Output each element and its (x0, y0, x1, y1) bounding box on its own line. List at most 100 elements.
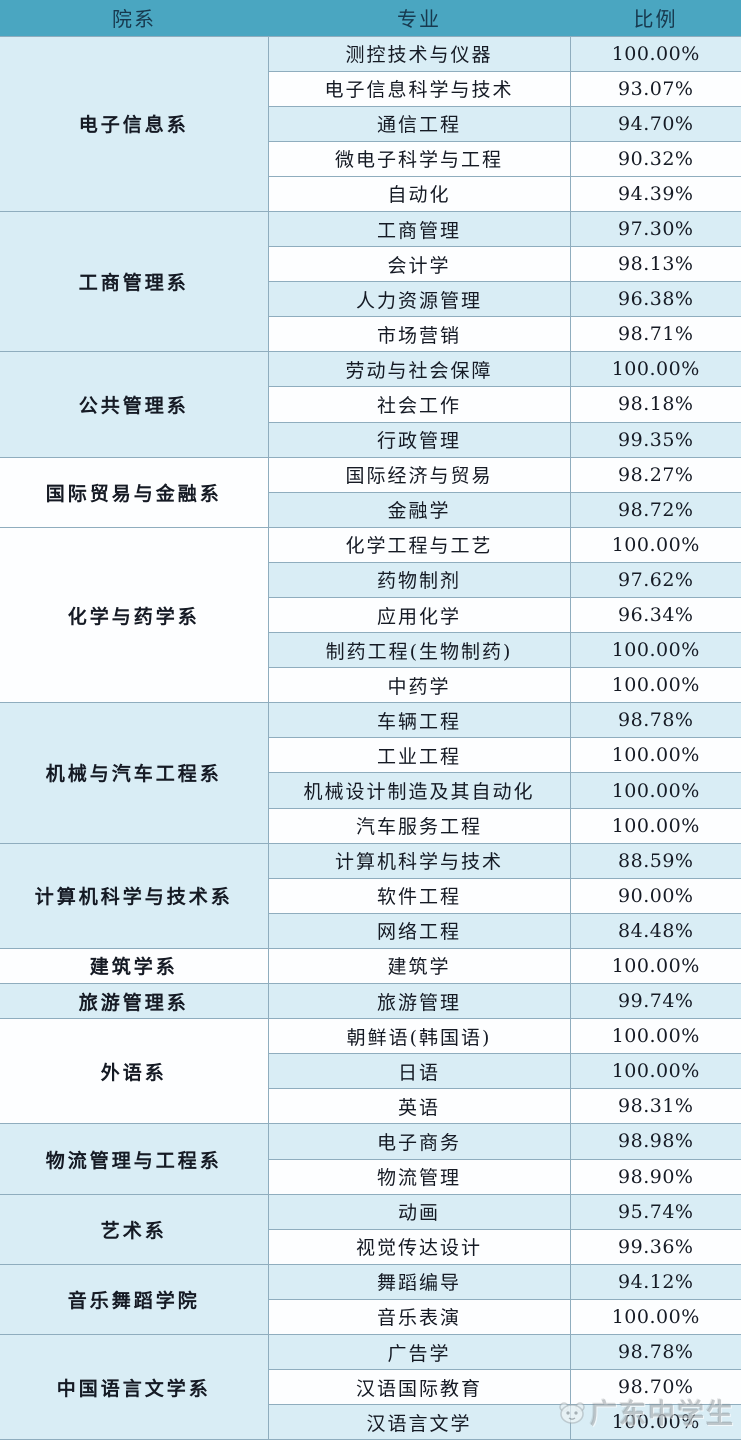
major-cell: 工业工程 (267, 737, 571, 774)
major-cell: 化学工程与工艺 (267, 526, 571, 563)
major-cell: 微电子科学与工程 (267, 140, 571, 177)
major-cell: 英语 (267, 1088, 571, 1125)
department-cell: 机械与汽车工程系 (0, 702, 269, 844)
header-department: 院系 (0, 0, 268, 36)
major-cell: 车辆工程 (267, 702, 571, 739)
rate-cell: 98.78% (569, 1333, 741, 1371)
table-body: 电子信息系 测控技术与仪器 100.00% 电子信息科学与技术 93.07% 通信工程 94… (0, 35, 741, 1441)
rate-cell: 98.90% (569, 1158, 741, 1195)
major-cell: 汽车服务工程 (267, 807, 571, 844)
major-cell: 药物制剂 (267, 561, 571, 599)
department-cell: 化学与药学系 (0, 526, 269, 704)
major-cell: 市场营销 (267, 316, 571, 353)
major-cell: 动画 (267, 1193, 571, 1230)
major-cell: 测控技术与仪器 (267, 35, 571, 72)
department-cell: 艺术系 (0, 1193, 269, 1265)
major-cell: 劳动与社会保障 (267, 351, 571, 388)
table-row: 日语 100.00% (0, 1053, 741, 1090)
major-cell: 汉语言文学 (267, 1404, 571, 1441)
table-row: 药物制剂 97.62% (0, 561, 741, 599)
table-row: 应用化学 96.34% (0, 596, 741, 634)
major-cell: 通信工程 (267, 105, 571, 142)
table-row: 汽车服务工程 100.00% (0, 807, 741, 844)
major-cell: 音乐表演 (267, 1298, 571, 1335)
rate-cell: 100.00% (569, 35, 741, 72)
rate-cell: 100.00% (569, 737, 741, 774)
table-header: 院系 专业 比例 (0, 0, 741, 36)
department-cell: 中国语言文学系 (0, 1333, 269, 1441)
major-cell: 会计学 (267, 246, 571, 283)
rate-cell: 100.00% (569, 1018, 741, 1055)
rate-cell: 98.98% (569, 1123, 741, 1160)
table-row: 旅游管理系 旅游管理 99.74% (0, 983, 741, 1020)
major-cell: 电子商务 (267, 1123, 571, 1160)
table-row: 计算机科学与技术系 计算机科学与技术 88.59% (0, 842, 741, 949)
table-row: 公共管理系 劳动与社会保障 100.00% (0, 351, 741, 458)
header-major: 专业 (268, 0, 570, 36)
rate-cell: 100.00% (569, 947, 741, 985)
rate-cell: 84.48% (569, 912, 741, 949)
rate-cell: 98.27% (569, 456, 741, 493)
table-row: 汉语言文学 100.00% (0, 1404, 741, 1441)
table-row: 自动化 94.39% (0, 175, 741, 212)
table-row: 中国语言文学系 广告学 98.78% (0, 1333, 741, 1441)
major-cell: 软件工程 (267, 877, 571, 914)
table-row: 电子信息系 测控技术与仪器 100.00% (0, 35, 741, 212)
rate-cell: 94.12% (569, 1263, 741, 1300)
table-row: 英语 98.31% (0, 1088, 741, 1125)
table-row: 金融学 98.72% (0, 491, 741, 528)
department-cell: 国际贸易与金融系 (0, 456, 269, 528)
rate-cell: 98.31% (569, 1088, 741, 1125)
rate-cell: 96.34% (569, 596, 741, 634)
table-row: 视觉传达设计 99.36% (0, 1228, 741, 1265)
major-cell: 社会工作 (267, 386, 571, 423)
rate-cell: 100.00% (569, 667, 741, 704)
table-row: 化学与药学系 化学工程与工艺 100.00% (0, 526, 741, 704)
major-cell: 舞蹈编导 (267, 1263, 571, 1300)
table-row: 国际贸易与金融系 国际经济与贸易 98.27% (0, 456, 741, 528)
major-cell: 行政管理 (267, 421, 571, 458)
table-row: 物流管理与工程系 电子商务 98.98% (0, 1123, 741, 1195)
table-row: 通信工程 94.70% (0, 105, 741, 142)
department-cell: 公共管理系 (0, 351, 269, 458)
major-cell: 网络工程 (267, 912, 571, 949)
table-header-row: 院系 专业 比例 (0, 0, 741, 36)
rate-cell: 100.00% (569, 526, 741, 563)
table-row: 外语系 朝鲜语(韩国语) 100.00% (0, 1018, 741, 1125)
table-row: 艺术系 动画 95.74% (0, 1193, 741, 1265)
rate-cell: 98.72% (569, 491, 741, 528)
table-row: 市场营销 98.71% (0, 316, 741, 353)
rate-cell: 100.00% (569, 1404, 741, 1441)
department-cell: 计算机科学与技术系 (0, 842, 269, 949)
rate-cell: 100.00% (569, 1298, 741, 1335)
table-row: 机械设计制造及其自动化 100.00% (0, 772, 741, 809)
table-row: 汉语国际教育 98.70% (0, 1369, 741, 1406)
rate-cell: 100.00% (569, 807, 741, 844)
major-cell: 中药学 (267, 667, 571, 704)
department-cell: 音乐舞蹈学院 (0, 1263, 269, 1335)
rate-cell: 98.18% (569, 386, 741, 423)
rate-cell: 94.39% (569, 175, 741, 212)
major-cell: 汉语国际教育 (267, 1369, 571, 1406)
rate-cell: 98.70% (569, 1369, 741, 1406)
major-cell: 金融学 (267, 491, 571, 528)
table-row: 行政管理 99.35% (0, 421, 741, 458)
rate-cell: 98.78% (569, 702, 741, 739)
table-row: 微电子科学与工程 90.32% (0, 140, 741, 177)
department-cell: 建筑学系 (0, 947, 269, 985)
department-cell: 物流管理与工程系 (0, 1123, 269, 1195)
department-cell: 旅游管理系 (0, 983, 269, 1020)
rate-cell: 100.00% (569, 1053, 741, 1090)
table-row: 社会工作 98.18% (0, 386, 741, 423)
rate-cell: 90.32% (569, 140, 741, 177)
rate-cell: 100.00% (569, 351, 741, 388)
table-row: 建筑学系 建筑学 100.00% (0, 947, 741, 985)
major-cell: 视觉传达设计 (267, 1228, 571, 1265)
major-cell: 广告学 (267, 1333, 571, 1371)
table-row: 软件工程 90.00% (0, 877, 741, 914)
rate-cell: 90.00% (569, 877, 741, 914)
table-row: 电子信息科学与技术 93.07% (0, 70, 741, 107)
rate-cell: 98.71% (569, 316, 741, 353)
rate-cell: 99.36% (569, 1228, 741, 1265)
